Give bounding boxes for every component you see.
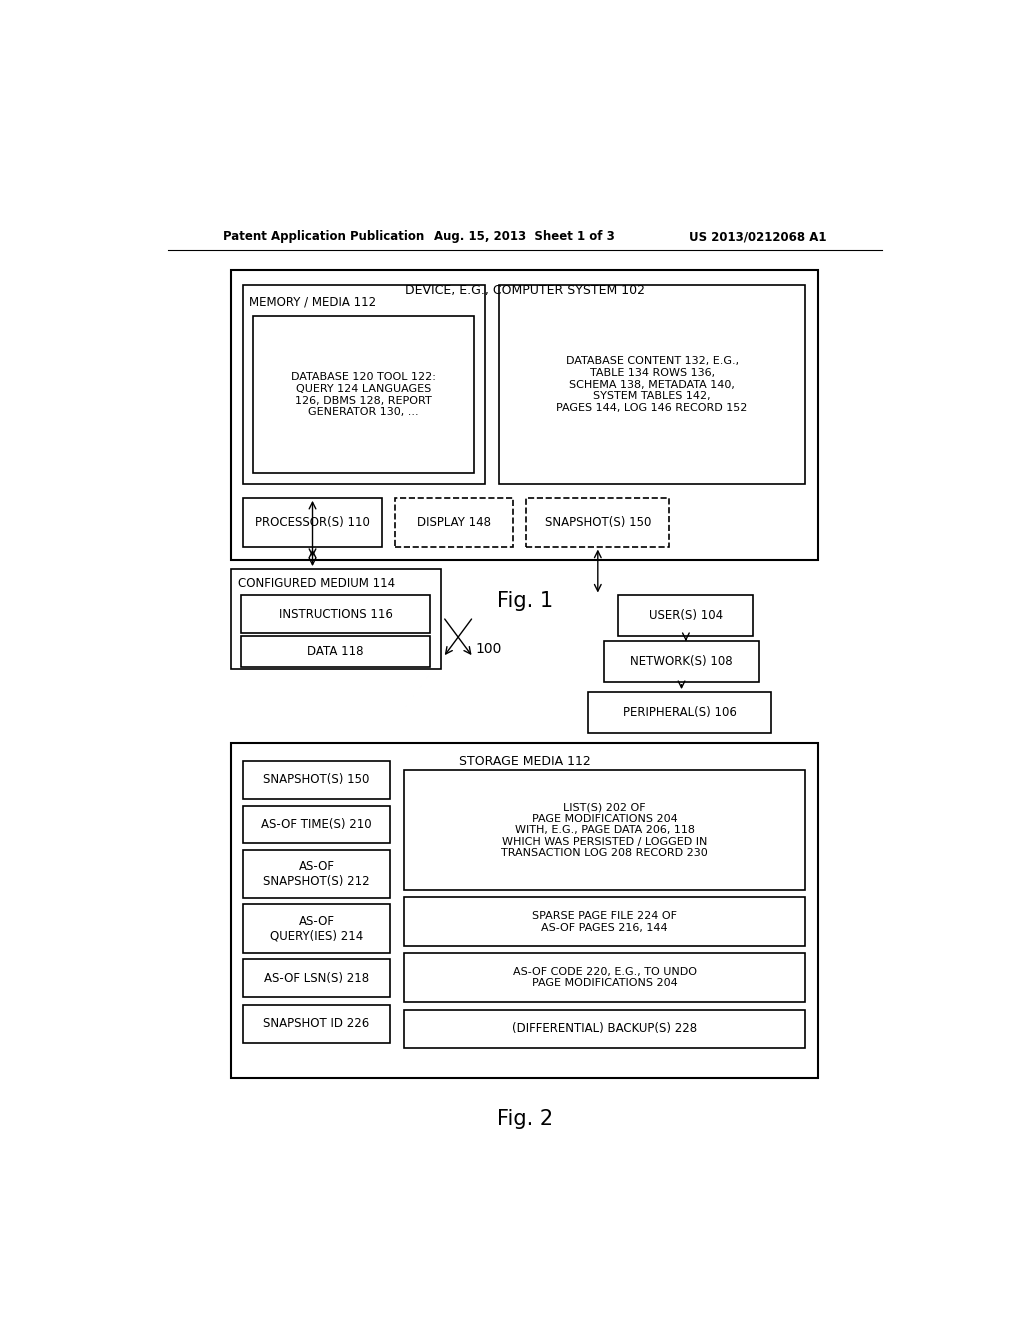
FancyBboxPatch shape [395,498,513,546]
Text: DATABASE 120 TOOL 122:
QUERY 124 LANGUAGES
126, DBMS 128, REPORT
GENERATOR 130, : DATABASE 120 TOOL 122: QUERY 124 LANGUAG… [291,372,436,417]
Text: AS-OF TIME(S) 210: AS-OF TIME(S) 210 [261,818,372,832]
Text: DATABASE CONTENT 132, E.G.,
TABLE 134 ROWS 136,
SCHEMA 138, METADATA 140,
SYSTEM: DATABASE CONTENT 132, E.G., TABLE 134 RO… [556,356,748,413]
Text: PROCESSOR(S) 110: PROCESSOR(S) 110 [255,516,370,529]
Text: AS-OF LSN(S) 218: AS-OF LSN(S) 218 [264,972,369,985]
Text: Patent Application Publication: Patent Application Publication [223,230,425,243]
Text: DEVICE, E.G., COMPUTER SYSTEM 102: DEVICE, E.G., COMPUTER SYSTEM 102 [404,284,645,297]
Text: NETWORK(S) 108: NETWORK(S) 108 [630,655,733,668]
FancyBboxPatch shape [404,898,805,946]
FancyBboxPatch shape [588,692,771,733]
FancyBboxPatch shape [243,285,485,483]
Text: SNAPSHOT(S) 150: SNAPSHOT(S) 150 [263,774,370,787]
Text: INSTRUCTIONS 116: INSTRUCTIONS 116 [279,607,392,620]
FancyBboxPatch shape [243,762,390,799]
Text: USER(S) 104: USER(S) 104 [649,610,723,622]
FancyBboxPatch shape [243,498,382,546]
FancyBboxPatch shape [243,850,390,899]
Text: AS-OF CODE 220, E.G., TO UNDO
PAGE MODIFICATIONS 204: AS-OF CODE 220, E.G., TO UNDO PAGE MODIF… [513,966,696,989]
FancyBboxPatch shape [404,1010,805,1048]
Text: STORAGE MEDIA 112: STORAGE MEDIA 112 [459,755,591,768]
FancyBboxPatch shape [243,960,390,997]
FancyBboxPatch shape [500,285,805,483]
FancyBboxPatch shape [231,271,818,560]
Text: 100: 100 [476,643,503,656]
FancyBboxPatch shape [242,595,430,634]
FancyBboxPatch shape [243,904,390,953]
Text: SNAPSHOT(S) 150: SNAPSHOT(S) 150 [545,516,651,529]
Text: AS-OF
SNAPSHOT(S) 212: AS-OF SNAPSHOT(S) 212 [263,859,370,888]
Text: PERIPHERAL(S) 106: PERIPHERAL(S) 106 [623,706,736,719]
Text: DATA 118: DATA 118 [307,645,364,657]
Text: Fig. 1: Fig. 1 [497,590,553,611]
FancyBboxPatch shape [618,595,754,636]
FancyBboxPatch shape [404,771,805,890]
Text: SNAPSHOT ID 226: SNAPSHOT ID 226 [263,1018,370,1031]
Text: US 2013/0212068 A1: US 2013/0212068 A1 [689,230,826,243]
Text: SPARSE PAGE FILE 224 OF
AS-OF PAGES 216, 144: SPARSE PAGE FILE 224 OF AS-OF PAGES 216,… [532,911,677,932]
Text: Aug. 15, 2013  Sheet 1 of 3: Aug. 15, 2013 Sheet 1 of 3 [434,230,615,243]
FancyBboxPatch shape [526,498,670,546]
FancyBboxPatch shape [404,953,805,1002]
FancyBboxPatch shape [253,315,474,474]
Text: CONFIGURED MEDIUM 114: CONFIGURED MEDIUM 114 [238,577,394,590]
FancyBboxPatch shape [231,743,818,1078]
Text: AS-OF
QUERY(IES) 214: AS-OF QUERY(IES) 214 [270,915,364,942]
Text: LIST(S) 202 OF
PAGE MODIFICATIONS 204
WITH, E.G., PAGE DATA 206, 118
WHICH WAS P: LIST(S) 202 OF PAGE MODIFICATIONS 204 WI… [501,803,708,858]
FancyBboxPatch shape [604,642,759,682]
FancyBboxPatch shape [243,805,390,843]
FancyBboxPatch shape [243,1005,390,1043]
FancyBboxPatch shape [231,569,441,669]
Text: Fig. 2: Fig. 2 [497,1109,553,1129]
FancyBboxPatch shape [242,636,430,667]
Text: DISPLAY 148: DISPLAY 148 [417,516,492,529]
Text: (DIFFERENTIAL) BACKUP(S) 228: (DIFFERENTIAL) BACKUP(S) 228 [512,1023,697,1035]
Text: MEMORY / MEDIA 112: MEMORY / MEDIA 112 [250,296,377,309]
